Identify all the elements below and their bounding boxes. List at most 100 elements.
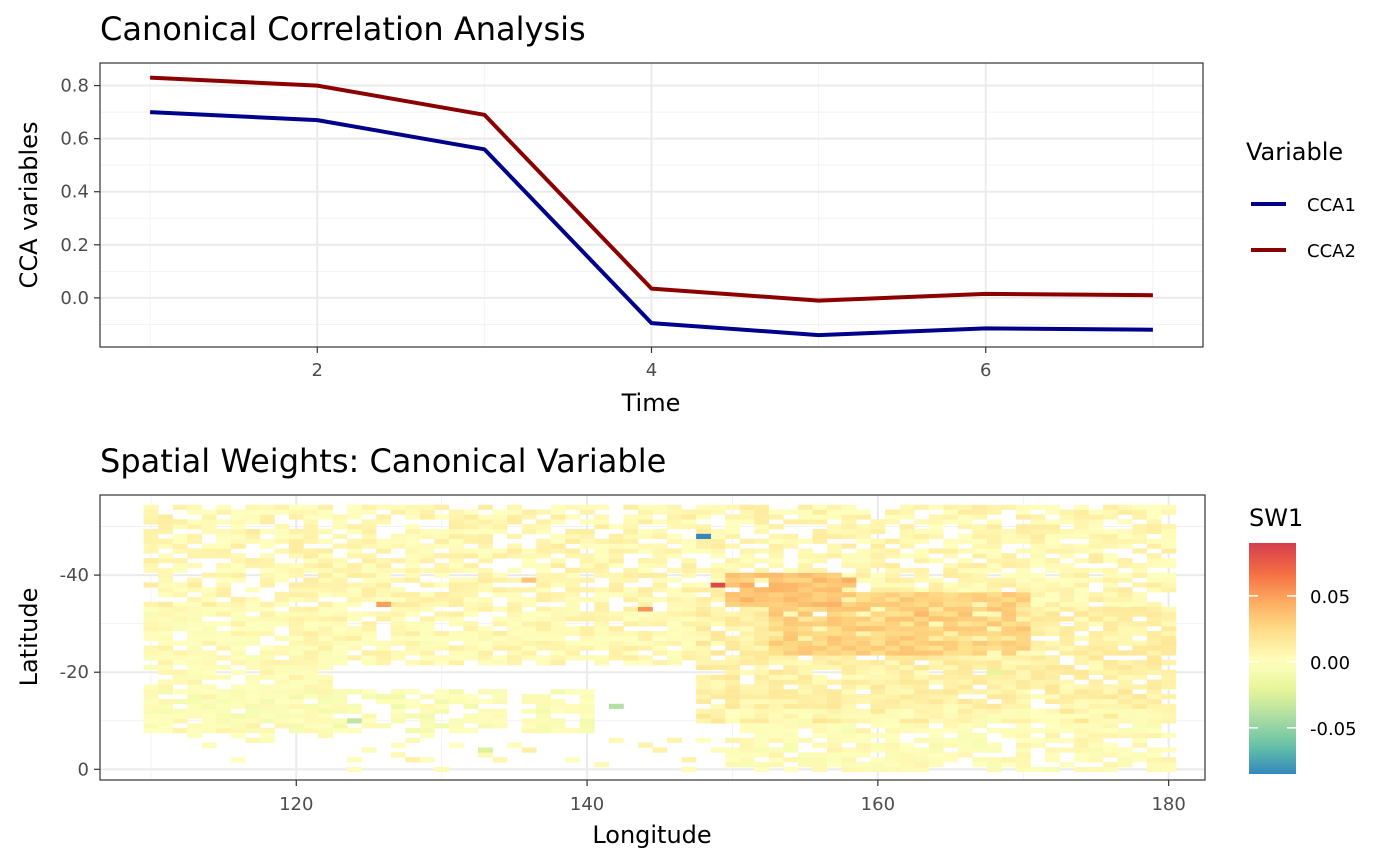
heatmap-cell [390,558,406,564]
heatmap-cell [579,596,595,603]
heatmap-cell [143,621,159,627]
heatmap-cell [1059,626,1075,632]
heatmap-cell [259,509,275,515]
heatmap-cell [725,664,741,671]
heatmap-cell [1015,728,1031,734]
heatmap-cell [681,572,697,578]
heatmap-cell [172,640,188,646]
heatmap-cell [361,558,377,564]
heatmap-cell [1059,723,1075,729]
heatmap-cell [1059,514,1075,520]
heatmap-cell [1117,572,1133,578]
heatmap-cell [1030,587,1046,593]
heatmap-cell [1132,660,1148,666]
heatmap-cell [812,762,828,768]
heatmap-cell [463,640,479,646]
heatmap-cell [289,509,304,515]
heatmap-cell [637,519,653,525]
heatmap-cell [565,708,581,714]
heatmap-cell [1161,703,1177,709]
heatmap-cell [245,538,261,544]
heatmap-cell [405,567,421,573]
heatmap-cell [943,519,959,525]
heatmap-cell [943,611,959,617]
heatmap-cell [318,611,333,617]
heatmap-cell [565,757,581,763]
heatmap-cell [361,553,377,559]
heatmap-x-tick-label: 180 [1151,794,1185,815]
heatmap-cell [754,611,770,617]
heatmap-cell [245,684,261,690]
heatmap-cell [768,596,784,603]
heatmap-cell [158,538,173,544]
heatmap-cell [681,514,697,520]
heatmap-cell [1088,752,1104,758]
heatmap-cell [957,674,973,680]
heatmap-cell [1132,645,1148,651]
heatmap-cell [885,650,900,656]
heatmap-cell [928,596,944,603]
heatmap-cell [986,660,1002,666]
heatmap-cell [856,684,871,690]
heatmap-cell [478,626,493,632]
heatmap-cell [1161,626,1177,632]
heatmap-cell [768,723,784,729]
heatmap-cell [158,689,173,695]
heatmap-cell [739,621,755,627]
heatmap-cell [870,635,886,641]
heatmap-cell [478,713,493,719]
heatmap-cell [1074,543,1089,549]
heatmap-cell [739,728,755,734]
heatmap-cell [986,679,1002,685]
heatmap-cell [594,558,610,564]
heatmap-cell [579,655,595,661]
heatmap-cell [1030,669,1046,675]
heatmap-cell [347,514,363,520]
heatmap-cell [1161,713,1177,719]
heatmap-cell [259,514,275,520]
heatmap-cell [870,742,886,748]
heatmap-cell [259,582,275,588]
heatmap-cell [201,626,217,632]
heatmap-cell [696,635,711,641]
heatmap-cell [870,538,886,544]
heatmap-cell [812,694,828,700]
heatmap-cell [303,528,319,535]
heatmap-cell [318,616,333,622]
heatmap-cell [172,655,188,661]
heatmap-cell [1117,698,1133,705]
heatmap-cell [550,689,566,695]
heatmap-cell [739,538,755,544]
heatmap-cell [507,650,522,656]
heatmap-cell [783,708,799,714]
heatmap-cell [536,703,552,709]
heatmap-cell [187,674,203,680]
heatmap-cell [1030,548,1046,554]
heatmap-cell [972,514,988,520]
heatmap-cell [943,587,959,593]
line-chart-title: Canonical Correlation Analysis [100,10,586,48]
heatmap-cell [521,553,537,559]
heatmap-cell [201,718,217,724]
heatmap-cell [797,606,813,612]
heatmap-cell [216,543,232,549]
heatmap-cell [289,708,304,714]
heatmap-cell [1001,601,1017,607]
heatmap-cell [623,640,639,646]
heatmap-cell [390,698,406,705]
heatmap-cell [1161,528,1177,535]
heatmap-cell [856,766,871,773]
heatmap-cell [259,519,275,525]
heatmap-cell [1146,747,1162,753]
heatmap-cell [768,762,784,768]
heatmap-cell [230,514,246,520]
heatmap-cell [230,562,246,569]
heatmap-cell [710,703,726,709]
heatmap-cell [1161,635,1177,641]
heatmap-cell [201,611,217,617]
heatmap-cell [943,538,959,544]
heatmap-cell [565,645,581,651]
heatmap-cell [899,747,915,753]
heatmap-cell [885,611,900,617]
heatmap-cell [361,596,377,603]
